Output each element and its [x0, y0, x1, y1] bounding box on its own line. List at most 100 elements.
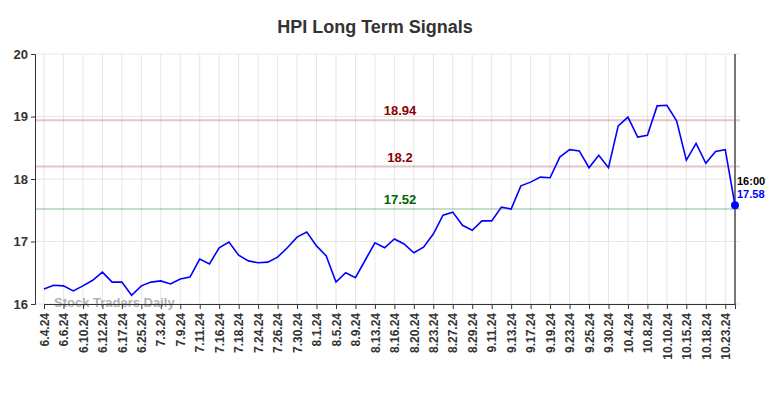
grid-line-x	[725, 54, 726, 304]
x-tick-mark	[355, 304, 356, 309]
x-tick: 6.25.24	[135, 304, 149, 353]
x-tick-mark	[102, 304, 103, 309]
x-tick: 9.17.24	[524, 304, 538, 353]
x-tick-label: 6.4.24	[38, 313, 52, 347]
grid-line-x	[121, 54, 122, 304]
x-tick-mark	[667, 304, 668, 309]
x-tick-mark	[336, 304, 337, 309]
x-tick: 10.18.24	[700, 304, 714, 360]
x-tick-mark	[44, 304, 45, 309]
grid-line-x	[686, 54, 687, 304]
last-point	[731, 201, 739, 209]
x-tick-mark	[317, 304, 318, 309]
x-tick-mark	[472, 304, 473, 309]
grid-line-x	[666, 54, 667, 304]
x-tick: 6.10.24	[77, 304, 91, 353]
x-tick-mark	[686, 304, 687, 309]
x-tick-mark	[570, 304, 571, 309]
x-tick-label: 6.17.24	[116, 313, 130, 353]
grid-line-x	[491, 54, 492, 304]
grid-line-x	[219, 54, 220, 304]
x-tick: 8.13.24	[369, 304, 383, 353]
x-tick-mark	[394, 304, 395, 309]
x-tick-mark	[239, 304, 240, 309]
x-tick: 9.23.24	[563, 304, 577, 353]
x-tick-mark	[531, 304, 532, 309]
x-tick-mark	[161, 304, 162, 309]
x-tick-label: 8.5.24	[330, 313, 344, 347]
x-tick-mark	[706, 304, 707, 309]
x-tick-label: 10.10.24	[661, 313, 675, 360]
y-tick: 17	[14, 234, 35, 249]
grid-line-x	[277, 54, 278, 304]
grid-line-x	[180, 54, 181, 304]
grid-line-y	[35, 54, 740, 55]
y-tick-label: 17	[14, 234, 28, 249]
x-tick: 9.13.24	[505, 304, 519, 353]
x-tick-label: 6.12.24	[96, 313, 110, 353]
x-tick-label: 9.30.24	[602, 313, 616, 353]
x-tick-mark	[200, 304, 201, 309]
y-tick: 20	[14, 47, 35, 62]
x-tick: 8.23.24	[427, 304, 441, 353]
x-tick: 9.25.24	[583, 304, 597, 353]
price-line	[44, 105, 735, 295]
x-tick-mark	[511, 304, 512, 309]
grid-line-x	[589, 54, 590, 304]
x-tick: 6.6.24	[57, 304, 71, 346]
x-tick: 10.8.24	[641, 304, 655, 353]
x-tick-mark	[297, 304, 298, 309]
y-tick: 16	[14, 297, 35, 312]
reference-label: 17.52	[384, 192, 417, 207]
y-tick-label: 18	[14, 172, 28, 187]
last-time-label: 16:00	[737, 175, 765, 187]
x-tick-label: 6.6.24	[57, 313, 71, 347]
x-tick-label: 8.9.24	[349, 313, 363, 347]
reference-label: 18.94	[384, 103, 417, 118]
y-tick-mark	[31, 54, 35, 55]
x-tick-label: 6.25.24	[135, 313, 149, 353]
x-tick-mark	[219, 304, 220, 309]
x-tick: 7.24.24	[252, 304, 266, 353]
grid-line-x	[297, 54, 298, 304]
x-tick: 8.1.24	[310, 304, 324, 346]
grid-line-x	[608, 54, 609, 304]
x-tick: 7.3.24	[154, 304, 168, 346]
x-tick-mark	[122, 304, 123, 309]
grid-line-x	[44, 54, 45, 304]
grid	[35, 54, 740, 304]
x-tick-label: 7.30.24	[291, 313, 305, 353]
x-tick-label: 9.23.24	[563, 313, 577, 353]
x-tick: 8.29.24	[466, 304, 480, 353]
x-tick-label: 10.23.24	[719, 313, 733, 360]
x-tick-mark	[375, 304, 376, 309]
y-tick-mark	[31, 179, 35, 180]
x-tick-label: 9.25.24	[583, 313, 597, 353]
chart: HPI Long Term Signals18.9418.217.5216:00…	[0, 0, 784, 398]
y-tick: 19	[14, 109, 35, 124]
grid-line-x	[705, 54, 706, 304]
x-tick: 7.30.24	[291, 304, 305, 353]
grid-line-x	[433, 54, 434, 304]
x-tick-label: 10.8.24	[641, 313, 655, 353]
y-tick-label: 20	[14, 47, 28, 62]
watermark: Stock Traders Daily	[54, 295, 175, 310]
grid-line-x	[394, 54, 395, 304]
x-tick: 7.11.24	[193, 304, 207, 352]
x-tick-label: 8.16.24	[388, 313, 402, 353]
grid-line-x	[102, 54, 103, 304]
x-tick: 6.4.24	[38, 304, 52, 346]
x-tick-label: 9.13.24	[505, 313, 519, 353]
x-tick-label: 7.3.24	[154, 313, 168, 347]
x-tick-mark	[414, 304, 415, 309]
x-tick-mark	[258, 304, 259, 309]
x-tick-mark	[63, 304, 64, 309]
grid-line-x	[374, 54, 375, 304]
grid-line-x	[258, 54, 259, 304]
y-tick-mark	[31, 242, 35, 243]
grid-line-x	[647, 54, 648, 304]
x-tick: 8.5.24	[330, 304, 344, 346]
x-tick-mark	[550, 304, 551, 309]
x-tick: 6.12.24	[96, 304, 110, 353]
x-tick-label: 8.13.24	[369, 313, 383, 353]
